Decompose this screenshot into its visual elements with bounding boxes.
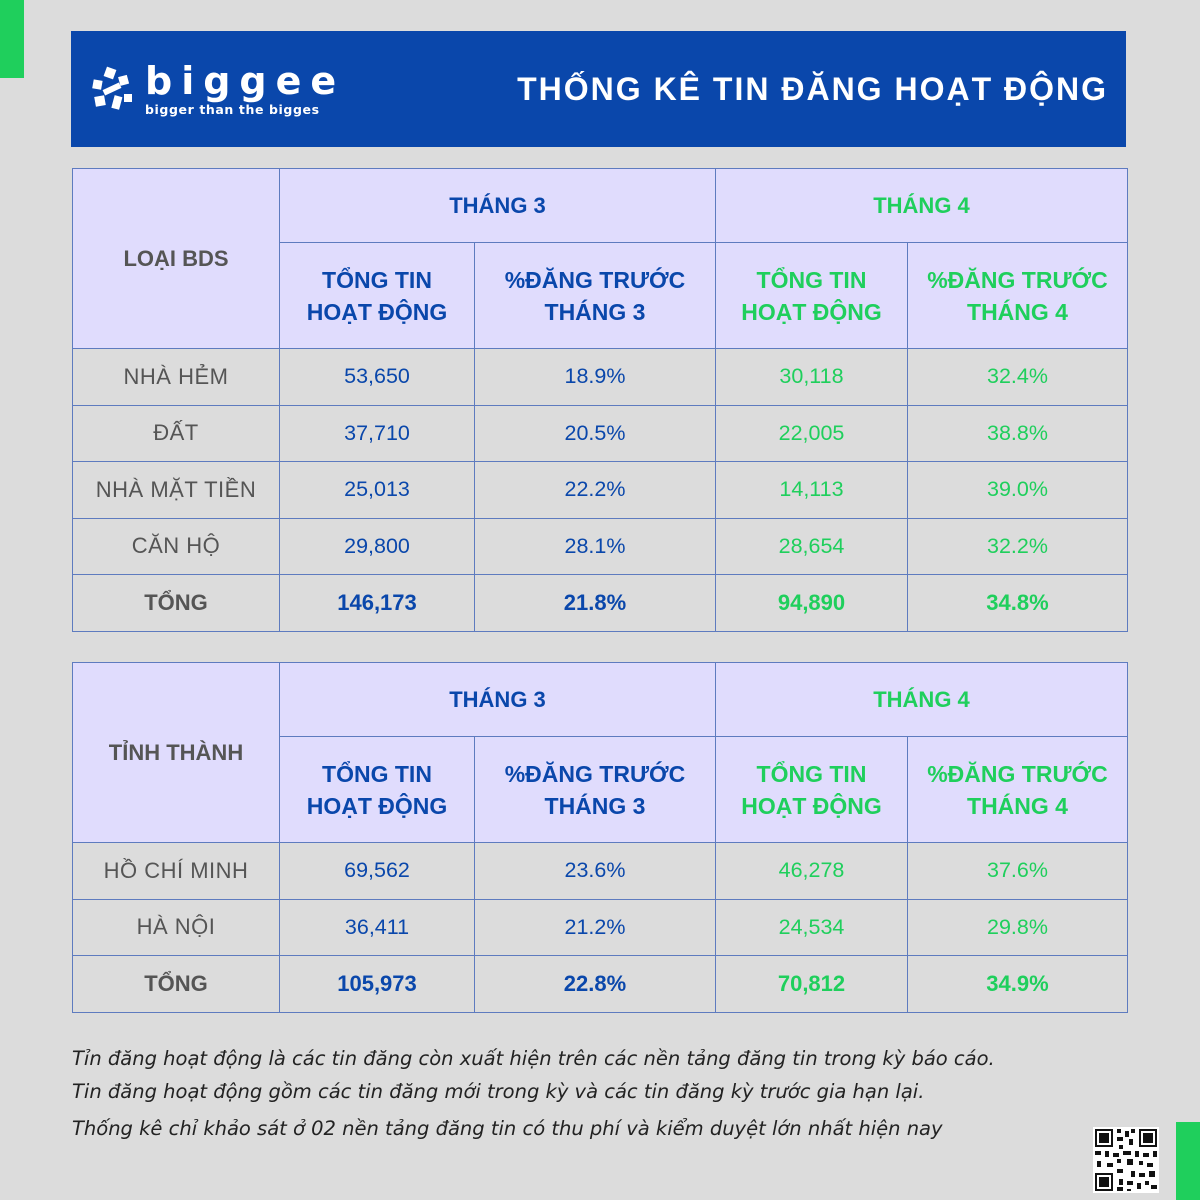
total-value: 70,812 xyxy=(715,955,908,1013)
total-label: TỔNG xyxy=(72,955,280,1013)
brand-logo: biggee bigger than the bigges xyxy=(91,62,345,117)
corner-header: LOẠI BDS xyxy=(72,168,280,349)
col-total-active-m3: TỔNG TIN HOẠT ĐỘNG xyxy=(279,242,475,349)
total-value: 34.8% xyxy=(907,574,1128,632)
table-row: HÀ NỘI 36,411 21.2% 24,534 29.8% xyxy=(72,898,1128,956)
page-header: biggee bigger than the bigges THỐNG KÊ T… xyxy=(71,31,1126,147)
total-row: TỔNG 105,973 22.8% 70,812 34.9% xyxy=(72,955,1128,1013)
col-total-active-m4: TỔNG TIN HOẠT ĐỘNG xyxy=(715,736,908,843)
cell-value: 36,411 xyxy=(279,898,475,956)
brand-tagline: bigger than the bigges xyxy=(145,101,320,117)
note-line: Tỉn đăng hoạt động là các tin đăng còn x… xyxy=(72,1047,995,1070)
note-line: Tin đăng hoạt động gồm các tin đăng mới … xyxy=(72,1080,925,1103)
cell-value: 22.2% xyxy=(474,461,716,519)
cell-value: 18.9% xyxy=(474,348,716,406)
cell-value: 53,650 xyxy=(279,348,475,406)
accent-bar-bottom xyxy=(1176,1122,1200,1200)
total-value: 34.9% xyxy=(907,955,1128,1013)
cell-value: 32.4% xyxy=(907,348,1128,406)
cell-value: 30,118 xyxy=(715,348,908,406)
cell-value: 37.6% xyxy=(907,842,1128,900)
cell-value: 14,113 xyxy=(715,461,908,519)
month4-header: THÁNG 4 xyxy=(715,168,1128,243)
col-total-active-m4: TỔNG TIN HOẠT ĐỘNG xyxy=(715,242,908,349)
corner-header: TỈNH THÀNH xyxy=(72,662,280,843)
table-row: HỒ CHÍ MINH 69,562 23.6% 46,278 37.6% xyxy=(72,842,1128,900)
cell-value: 28.1% xyxy=(474,517,716,575)
col-pct-prior-m3: %ĐĂNG TRƯỚC THÁNG 3 xyxy=(474,736,716,843)
table-row: ĐẤT 37,710 20.5% 22,005 38.8% xyxy=(72,404,1128,462)
total-value: 22.8% xyxy=(474,955,716,1013)
col-pct-prior-m3: %ĐĂNG TRƯỚC THÁNG 3 xyxy=(474,242,716,349)
cell-value: 37,710 xyxy=(279,404,475,462)
row-label: NHÀ HẺM xyxy=(72,348,280,406)
table-row: CĂN HỘ 29,800 28.1% 28,654 32.2% xyxy=(72,517,1128,575)
accent-bar-top xyxy=(0,0,24,78)
month3-header: THÁNG 3 xyxy=(279,168,716,243)
total-row: TỔNG 146,173 21.8% 94,890 34.8% xyxy=(72,574,1128,632)
row-label: HÀ NỘI xyxy=(72,898,280,956)
province-table: TỈNH THÀNH THÁNG 3 THÁNG 4 TỔNG TIN HOẠT … xyxy=(72,662,1128,1013)
table-row: NHÀ HẺM 53,650 18.9% 30,118 32.4% xyxy=(72,348,1128,406)
cell-value: 32.2% xyxy=(907,517,1128,575)
total-label: TỔNG xyxy=(72,574,280,632)
total-value: 105,973 xyxy=(279,955,475,1013)
brand-name: biggee xyxy=(145,58,346,103)
cell-value: 21.2% xyxy=(474,898,716,956)
footnotes: Tỉn đăng hoạt động là các tin đăng còn x… xyxy=(72,1042,1142,1145)
cell-value: 46,278 xyxy=(715,842,908,900)
cell-value: 29.8% xyxy=(907,898,1128,956)
cell-value: 29,800 xyxy=(279,517,475,575)
total-value: 94,890 xyxy=(715,574,908,632)
cell-value: 23.6% xyxy=(474,842,716,900)
page-title: THỐNG KÊ TIN ĐĂNG HOẠT ĐỘNG xyxy=(517,70,1108,107)
biggee-logo-icon xyxy=(92,66,132,110)
cell-value: 22,005 xyxy=(715,404,908,462)
row-label: NHÀ MẶT TIỀN xyxy=(72,461,280,519)
note-line: Thống kê chỉ khảo sát ở 02 nền tảng đăng… xyxy=(72,1117,943,1140)
row-label: CĂN HỘ xyxy=(72,517,280,575)
cell-value: 39.0% xyxy=(907,461,1128,519)
row-label: HỒ CHÍ MINH xyxy=(72,842,280,900)
cell-value: 38.8% xyxy=(907,404,1128,462)
row-label: ĐẤT xyxy=(72,404,280,462)
col-pct-prior-m4: %ĐĂNG TRƯỚC THÁNG 4 xyxy=(907,242,1128,349)
table-row: NHÀ MẶT TIỀN 25,013 22.2% 14,113 39.0% xyxy=(72,461,1128,519)
cell-value: 24,534 xyxy=(715,898,908,956)
month4-header: THÁNG 4 xyxy=(715,662,1128,737)
property-type-table: LOẠI BDS THÁNG 3 THÁNG 4 TỔNG TIN HOẠT ĐỘ… xyxy=(72,168,1128,632)
total-value: 21.8% xyxy=(474,574,716,632)
cell-value: 69,562 xyxy=(279,842,475,900)
qr-code-icon xyxy=(1093,1127,1159,1193)
total-value: 146,173 xyxy=(279,574,475,632)
cell-value: 20.5% xyxy=(474,404,716,462)
col-total-active-m3: TỔNG TIN HOẠT ĐỘNG xyxy=(279,736,475,843)
cell-value: 25,013 xyxy=(279,461,475,519)
cell-value: 28,654 xyxy=(715,517,908,575)
col-pct-prior-m4: %ĐĂNG TRƯỚC THÁNG 4 xyxy=(907,736,1128,843)
month3-header: THÁNG 3 xyxy=(279,662,716,737)
